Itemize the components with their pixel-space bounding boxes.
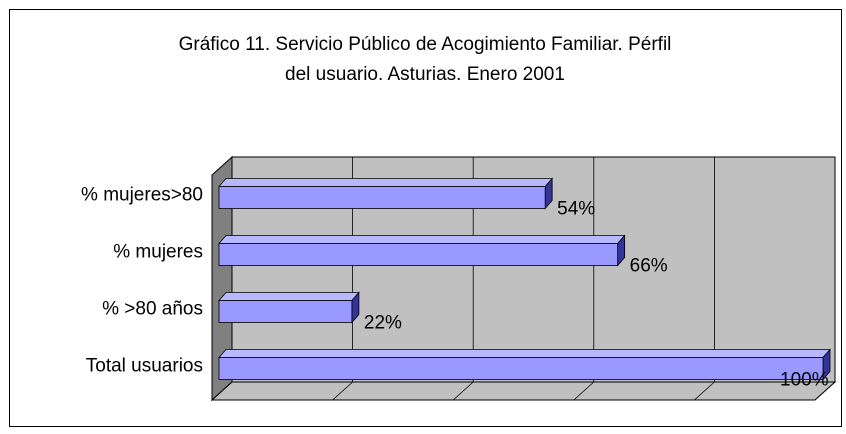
bar [218, 348, 831, 381]
grid-line [814, 157, 836, 401]
bar [218, 177, 554, 210]
y-tick-label: % mujeres [113, 242, 203, 263]
grid-line [452, 157, 474, 401]
bar-top [218, 292, 360, 301]
floor [210, 381, 837, 401]
bar-top [218, 235, 626, 244]
bar-front [218, 300, 353, 323]
data-label: 100% [780, 370, 829, 391]
y-tick-label: % mujeres>80 [81, 185, 203, 206]
bar-front [218, 186, 546, 209]
grid-line [573, 157, 595, 401]
bar [218, 234, 626, 267]
bar-front [218, 357, 824, 380]
y-tick-label: Total usuarios [86, 356, 203, 377]
grid-line [332, 157, 354, 401]
grid-line [694, 157, 715, 401]
bar-top [218, 178, 554, 187]
data-label: 54% [557, 199, 595, 220]
chart-title: Gráfico 11. Servicio Público de Acogimie… [179, 34, 672, 85]
grid-line [211, 157, 233, 401]
bar-front [218, 243, 619, 266]
bar-top [218, 349, 831, 358]
data-label: 22% [364, 313, 402, 334]
data-label: 66% [630, 256, 668, 277]
y-tick-label: % >80 años [102, 299, 203, 320]
bar [218, 291, 360, 324]
